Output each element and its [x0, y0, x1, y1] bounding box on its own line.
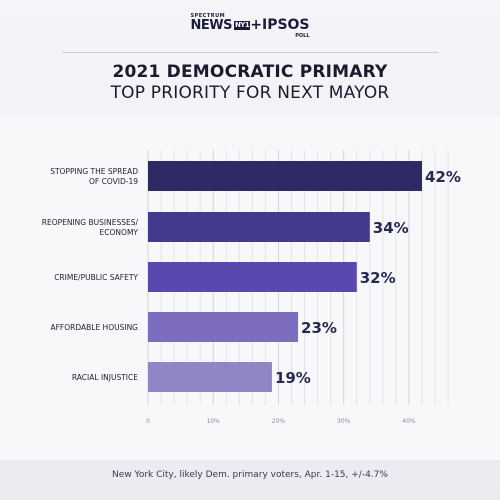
- x-tick-label: 30%: [337, 418, 351, 425]
- category-label: CRIME/PUBLIC SAFETY: [54, 273, 138, 282]
- bar: [148, 312, 299, 342]
- logo-news-word: NEWS: [190, 18, 232, 33]
- bar-value-label: 42%: [425, 168, 461, 186]
- bar: [148, 212, 370, 242]
- chart-footnote: New York City, likely Dem. primary voter…: [112, 470, 388, 480]
- logo-news-text: NEWS NY1: [190, 18, 251, 33]
- x-tick-label: 20%: [272, 418, 286, 425]
- bar-value-label: 23%: [301, 319, 337, 337]
- bar: [148, 262, 357, 292]
- chart-area: 0 10% 20% 30% 40% 42% STOPPING THE SPREAD OF CO…: [0, 115, 500, 460]
- bar-value-label: 19%: [275, 369, 311, 387]
- spectrum-news-ipsos-logo: SPECTRUM NEWS NY1 +IPSOS POLL: [0, 13, 500, 40]
- category-label: AFFORDABLE HOUSING: [50, 323, 138, 332]
- chart-title: 2021 DEMOCRATIC PRIMARY: [112, 62, 388, 82]
- category-label: RACIAL INJUSTICE: [72, 373, 138, 382]
- header-divider: [62, 52, 438, 53]
- category-label: ECONOMY: [100, 228, 139, 237]
- logo-poll-text: POLL: [295, 33, 310, 39]
- category-label: OF COVID-19: [89, 177, 138, 186]
- x-tick-label: 40%: [402, 418, 416, 425]
- bar-value-label: 34%: [373, 219, 409, 237]
- bar: [148, 161, 422, 191]
- logo-spectrum-text: SPECTRUM: [190, 13, 226, 19]
- category-label: STOPPING THE SPREAD: [50, 167, 138, 176]
- chart-subtitle: TOP PRIORITY FOR NEXT MAYOR: [110, 83, 390, 103]
- bar-value-label: 32%: [360, 269, 396, 287]
- logo-ny1-badge: NY1: [233, 21, 251, 30]
- bar: [148, 362, 272, 392]
- logo-ipsos-text: +IPSOS: [250, 17, 310, 33]
- x-tick-label: 10%: [207, 418, 221, 425]
- category-label: REOPENING BUSINESSES/: [42, 218, 139, 227]
- x-tick-label: 0: [146, 418, 150, 425]
